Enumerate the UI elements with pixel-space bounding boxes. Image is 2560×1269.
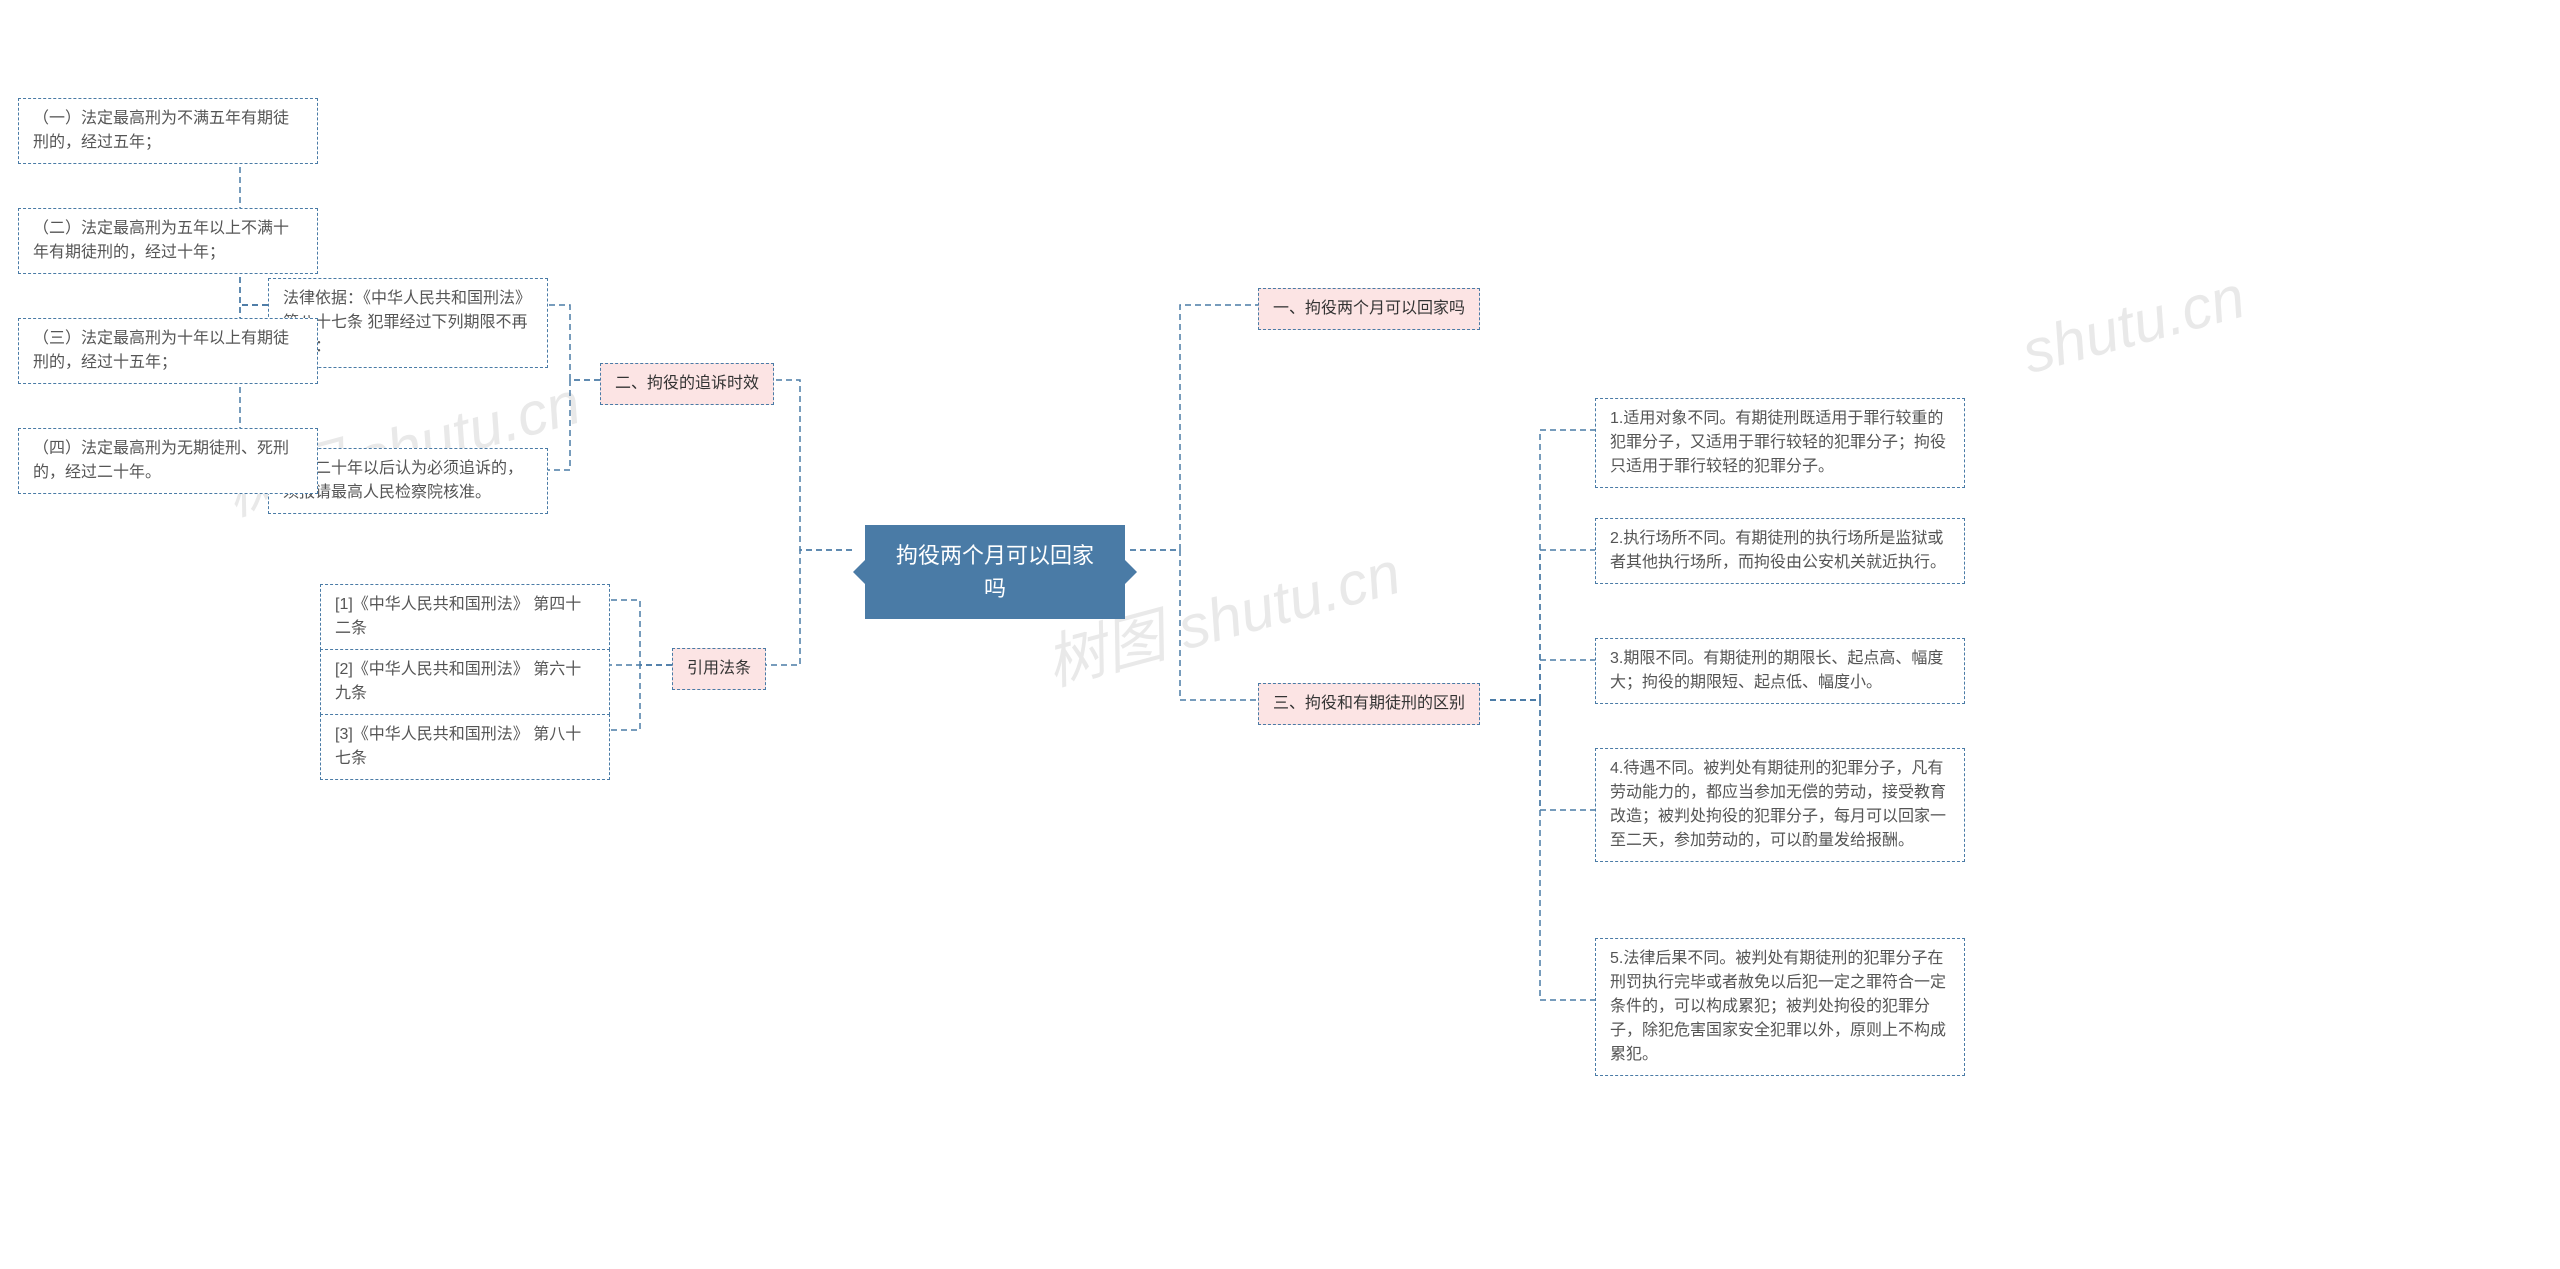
root-node[interactable]: 拘役两个月可以回家吗: [865, 525, 1125, 619]
leaf-3-4: 4.待遇不同。被判处有期徒刑的犯罪分子，凡有劳动能力的，都应当参加无偿的劳动，接…: [1595, 748, 1965, 862]
leaf-sub-3: （三）法定最高刑为十年以上有期徒刑的，经过十五年；: [18, 318, 318, 384]
branch-three[interactable]: 三、拘役和有期徒刑的区别: [1258, 683, 1480, 725]
leaf-sub-2: （二）法定最高刑为五年以上不满十年有期徒刑的，经过十年；: [18, 208, 318, 274]
leaf-ref-3: [3]《中华人民共和国刑法》 第八十七条: [320, 714, 610, 780]
watermark: shutu.cn: [2015, 262, 2252, 387]
branch-one[interactable]: 一、拘役两个月可以回家吗: [1258, 288, 1480, 330]
leaf-3-1: 1.适用对象不同。有期徒刑既适用于罪行较重的犯罪分子，又适用于罪行较轻的犯罪分子…: [1595, 398, 1965, 488]
leaf-ref-2: [2]《中华人民共和国刑法》 第六十九条: [320, 649, 610, 715]
leaf-3-2: 2.执行场所不同。有期徒刑的执行场所是监狱或者其他执行场所，而拘役由公安机关就近…: [1595, 518, 1965, 584]
branch-two[interactable]: 二、拘役的追诉时效: [600, 363, 774, 405]
leaf-3-3: 3.期限不同。有期徒刑的期限长、起点高、幅度大；拘役的期限短、起点低、幅度小。: [1595, 638, 1965, 704]
leaf-sub-1: （一）法定最高刑为不满五年有期徒刑的，经过五年；: [18, 98, 318, 164]
leaf-ref-1: [1]《中华人民共和国刑法》 第四十二条: [320, 584, 610, 650]
leaf-3-5: 5.法律后果不同。被判处有期徒刑的犯罪分子在刑罚执行完毕或者赦免以后犯一定之罪符…: [1595, 938, 1965, 1076]
branch-ref[interactable]: 引用法条: [672, 648, 766, 690]
leaf-sub-4: （四）法定最高刑为无期徒刑、死刑的，经过二十年。: [18, 428, 318, 494]
